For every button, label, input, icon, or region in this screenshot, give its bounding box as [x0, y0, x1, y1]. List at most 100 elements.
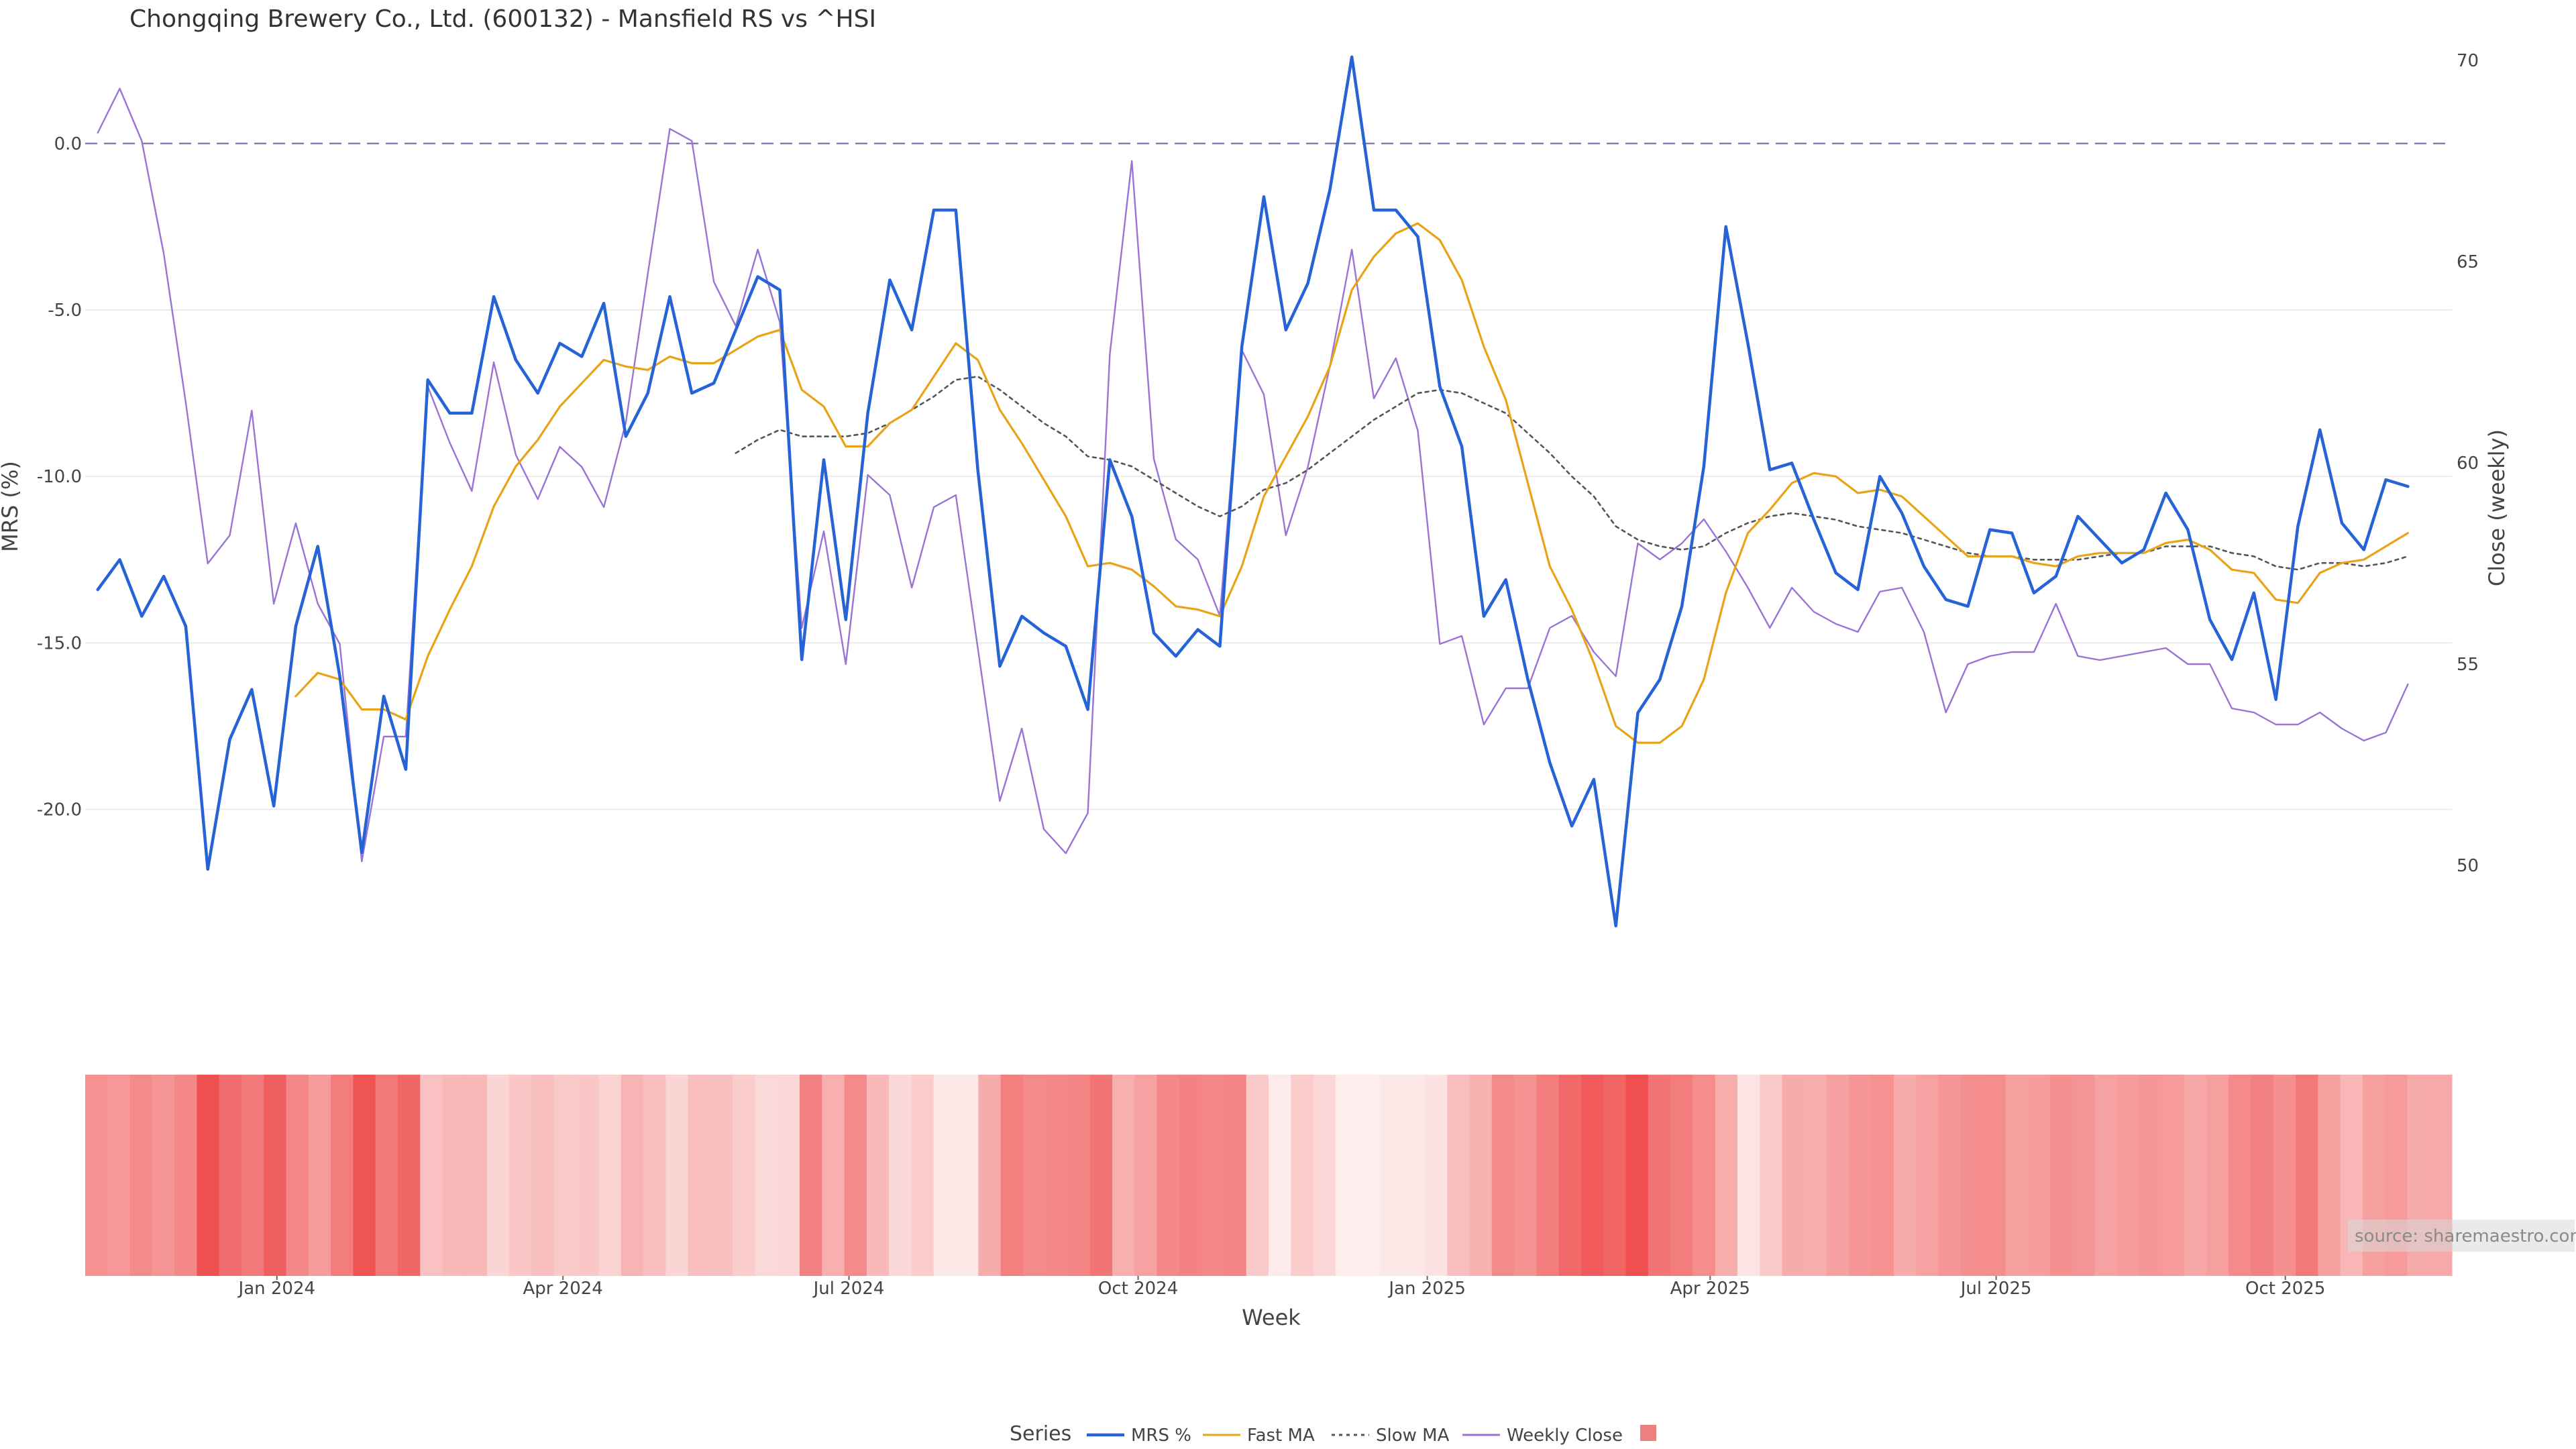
heat-cell	[1067, 1075, 1091, 1276]
x-tick-label: Oct 2024	[1098, 1279, 1178, 1299]
heat-cell	[1648, 1075, 1671, 1276]
heat-cell	[911, 1075, 934, 1276]
heat-cell	[1447, 1075, 1470, 1276]
heat-cell	[598, 1075, 622, 1276]
heat-cell	[464, 1075, 488, 1276]
heat-cell	[509, 1075, 533, 1276]
heat-cell	[1558, 1075, 1582, 1276]
right-tick-label: 60	[2457, 453, 2479, 474]
left-tick-label: -20.0	[37, 800, 82, 820]
heat-cell	[844, 1075, 867, 1276]
heat-cell	[2229, 1075, 2252, 1276]
heat-cell	[1893, 1075, 1917, 1276]
heat-cell	[1201, 1075, 1225, 1276]
heat-cell	[889, 1075, 912, 1276]
x-tick-label: Jan 2025	[1387, 1279, 1466, 1299]
heat-cell	[1737, 1075, 1760, 1276]
heat-cell	[2139, 1075, 2162, 1276]
heat-cell	[1000, 1075, 1024, 1276]
heat-cell	[531, 1075, 555, 1276]
heat-cell	[1580, 1075, 1604, 1276]
heat-cell	[643, 1075, 666, 1276]
right-axis-title: Close (weekly)	[2484, 429, 2510, 586]
heat-cell	[1380, 1075, 1403, 1276]
legend-label-weekly-close: Weekly Close	[1507, 1426, 1623, 1446]
heat-cell	[1603, 1075, 1627, 1276]
x-tick-label: Oct 2025	[2245, 1279, 2325, 1299]
heat-cell	[1112, 1075, 1135, 1276]
heat-cell	[2005, 1075, 2029, 1276]
left-axis-title: MRS (%)	[0, 461, 23, 552]
heat-cell	[1313, 1075, 1336, 1276]
legend-swatch-heat-strip	[1640, 1425, 1656, 1441]
heat-cell	[2251, 1075, 2274, 1276]
heat-cell	[331, 1075, 354, 1276]
heat-cell	[2094, 1075, 2118, 1276]
right-axis: 70 65 60 55 50	[2457, 51, 2479, 876]
heat-cell	[1693, 1075, 1716, 1276]
heat-cell	[1157, 1075, 1180, 1276]
heat-cell	[375, 1075, 398, 1276]
heat-cell	[442, 1075, 466, 1276]
heat-cell	[1782, 1075, 1805, 1276]
heat-cell	[264, 1075, 287, 1276]
heat-cell	[866, 1075, 890, 1276]
heat-cell	[2161, 1075, 2185, 1276]
heat-cell	[1291, 1075, 1314, 1276]
heat-cell	[755, 1075, 778, 1276]
heat-cell	[1871, 1075, 1894, 1276]
source-label: source: sharemaestro.com	[2355, 1226, 2576, 1246]
heat-cell	[777, 1075, 800, 1276]
heat-cell	[710, 1075, 733, 1276]
x-tick-label: Jul 2024	[812, 1279, 885, 1299]
legend-label-mrs: MRS %	[1131, 1426, 1191, 1446]
grid	[85, 309, 2452, 810]
chart-title: Chongqing Brewery Co., Ltd. (600132) - M…	[129, 5, 876, 33]
series-line-mrs	[96, 55, 2410, 928]
source-label-bg	[2348, 1220, 2575, 1252]
x-tick-label: Jul 2025	[1960, 1279, 2032, 1299]
series-line-fast-ma	[294, 222, 2409, 744]
heat-cell	[1760, 1075, 1783, 1276]
heat-cell	[1045, 1075, 1069, 1276]
heat-cell	[553, 1075, 577, 1276]
left-tick-label: 0.0	[54, 134, 82, 154]
heat-cell	[1804, 1075, 1827, 1276]
heat-cell	[822, 1075, 845, 1276]
legend-label-fast-ma: Fast MA	[1247, 1426, 1315, 1446]
heat-cell	[1715, 1075, 1738, 1276]
x-axis-title: Week	[1242, 1305, 1301, 1330]
heat-cell	[1670, 1075, 1693, 1276]
heat-cell	[1424, 1075, 1448, 1276]
heat-cell	[688, 1075, 711, 1276]
heat-cell	[1402, 1075, 1426, 1276]
heat-cell	[1491, 1075, 1515, 1276]
heat-cell	[2273, 1075, 2296, 1276]
right-tick-label: 65	[2457, 252, 2479, 272]
heat-cell	[2116, 1075, 2140, 1276]
heat-cell	[353, 1075, 376, 1276]
x-tick-label: Apr 2024	[523, 1279, 602, 1299]
plot-series	[96, 55, 2410, 928]
x-tick-label: Jan 2024	[237, 1279, 316, 1299]
heat-cell	[2318, 1075, 2341, 1276]
heat-strip	[85, 1075, 2453, 1276]
heat-cell	[397, 1075, 421, 1276]
heat-cell	[621, 1075, 644, 1276]
heat-cell	[1246, 1075, 1269, 1276]
heat-cell	[800, 1075, 822, 1276]
heat-cell	[1089, 1075, 1113, 1276]
heat-cell	[487, 1075, 510, 1276]
heat-cell	[978, 1075, 1002, 1276]
heat-cell	[956, 1075, 979, 1276]
legend-title: Series	[1010, 1422, 1071, 1446]
heat-cell	[219, 1075, 242, 1276]
heat-cell	[308, 1075, 331, 1276]
legend: Series MRS % Fast MA Slow MA Weekly Close	[1010, 1422, 1656, 1446]
heat-cell	[933, 1075, 957, 1276]
heat-cell	[1938, 1075, 1962, 1276]
heat-cell	[197, 1075, 220, 1276]
heat-cell	[1269, 1075, 1291, 1276]
x-tick-label: Apr 2025	[1670, 1279, 1750, 1299]
heat-cell	[286, 1075, 309, 1276]
